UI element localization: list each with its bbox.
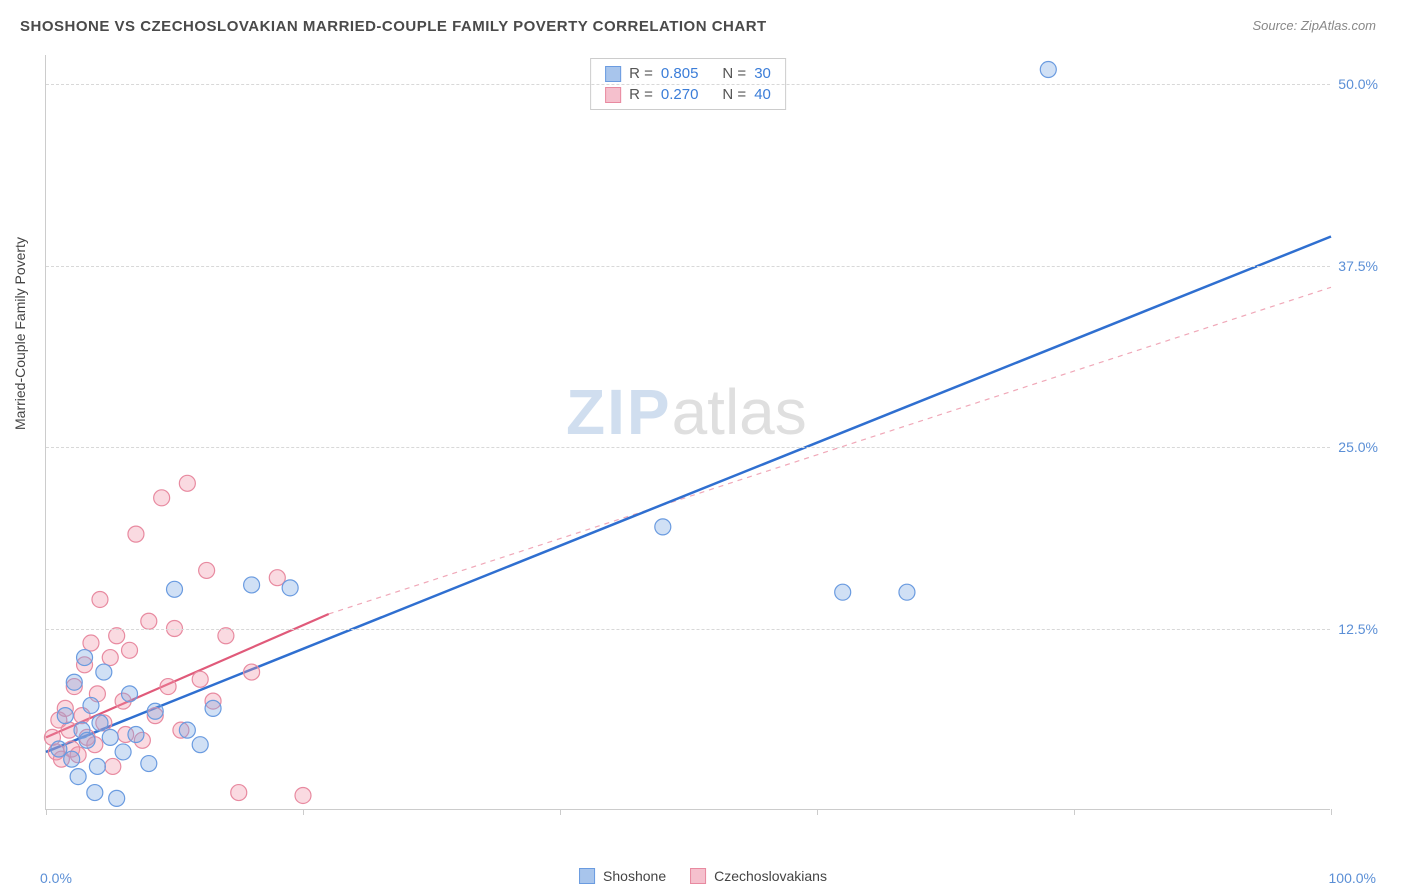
data-point	[83, 635, 99, 651]
legend-swatch2-icon	[690, 868, 706, 884]
y-tick-label: 25.0%	[1338, 439, 1378, 455]
x-axis-min-label: 0.0%	[40, 870, 72, 886]
grid-line	[46, 447, 1330, 448]
stats-row-2: R = 0.270 N = 40	[605, 84, 771, 105]
legend-label-2: Czechoslovakians	[714, 868, 827, 884]
data-point	[102, 729, 118, 745]
data-point	[244, 664, 260, 680]
grid-line	[46, 266, 1330, 267]
x-tick	[560, 809, 561, 815]
x-tick	[46, 809, 47, 815]
grid-line	[46, 84, 1330, 85]
data-point	[141, 756, 157, 772]
data-point	[179, 722, 195, 738]
data-point	[205, 700, 221, 716]
stats-row-1: R = 0.805 N = 30	[605, 63, 771, 84]
legend-item-2: Czechoslovakians	[690, 868, 827, 884]
legend-swatch1-icon	[579, 868, 595, 884]
x-tick	[1074, 809, 1075, 815]
n-label-2: N =	[722, 86, 746, 103]
data-point	[147, 703, 163, 719]
x-axis-max-label: 100.0%	[1329, 870, 1376, 886]
data-point	[154, 490, 170, 506]
data-point	[167, 581, 183, 597]
data-point	[64, 751, 80, 767]
data-point	[57, 708, 73, 724]
y-tick-label: 37.5%	[1338, 258, 1378, 274]
data-point	[835, 584, 851, 600]
data-point	[115, 744, 131, 760]
data-point	[77, 650, 93, 666]
scatter-svg	[46, 55, 1330, 809]
data-point	[899, 584, 915, 600]
n-value-1: 30	[754, 65, 771, 82]
swatch-series1-icon	[605, 66, 621, 82]
r-value-1: 0.805	[661, 65, 699, 82]
x-tick	[303, 809, 304, 815]
data-point	[1040, 62, 1056, 78]
data-point	[92, 591, 108, 607]
data-point	[109, 628, 125, 644]
data-point	[231, 785, 247, 801]
x-tick	[1331, 809, 1332, 815]
data-point	[96, 664, 112, 680]
data-point	[83, 697, 99, 713]
data-point	[655, 519, 671, 535]
data-point	[87, 785, 103, 801]
data-point	[244, 577, 260, 593]
data-point	[66, 674, 82, 690]
data-point	[282, 580, 298, 596]
data-point	[122, 686, 138, 702]
swatch-series2-icon	[605, 87, 621, 103]
data-point	[89, 758, 105, 774]
legend-label-1: Shoshone	[603, 868, 666, 884]
data-point	[128, 526, 144, 542]
grid-line	[46, 629, 1330, 630]
source-label: Source: ZipAtlas.com	[1252, 18, 1376, 33]
y-axis-label: Married-Couple Family Poverty	[12, 237, 28, 430]
data-point	[128, 727, 144, 743]
data-point	[92, 715, 108, 731]
data-point	[192, 671, 208, 687]
data-point	[109, 790, 125, 806]
data-point	[141, 613, 157, 629]
data-point	[295, 787, 311, 803]
plot-area: ZIPatlas R = 0.805 N = 30 R = 0.270 N = …	[45, 55, 1330, 810]
r-label-2: R =	[629, 86, 653, 103]
data-point	[79, 732, 95, 748]
n-value-2: 40	[754, 86, 771, 103]
data-point	[218, 628, 234, 644]
data-point	[102, 650, 118, 666]
n-label-1: N =	[722, 65, 746, 82]
data-point	[160, 679, 176, 695]
y-tick-label: 12.5%	[1338, 621, 1378, 637]
legend-item-1: Shoshone	[579, 868, 666, 884]
data-point	[122, 642, 138, 658]
data-point	[192, 737, 208, 753]
data-point	[70, 769, 86, 785]
data-point	[199, 562, 215, 578]
x-tick	[817, 809, 818, 815]
chart-title: SHOSHONE VS CZECHOSLOVAKIAN MARRIED-COUP…	[20, 18, 767, 35]
r-value-2: 0.270	[661, 86, 699, 103]
y-tick-label: 50.0%	[1338, 76, 1378, 92]
r-label-1: R =	[629, 65, 653, 82]
data-point	[179, 475, 195, 491]
data-point	[105, 758, 121, 774]
bottom-legend: Shoshone Czechoslovakians	[579, 868, 827, 884]
